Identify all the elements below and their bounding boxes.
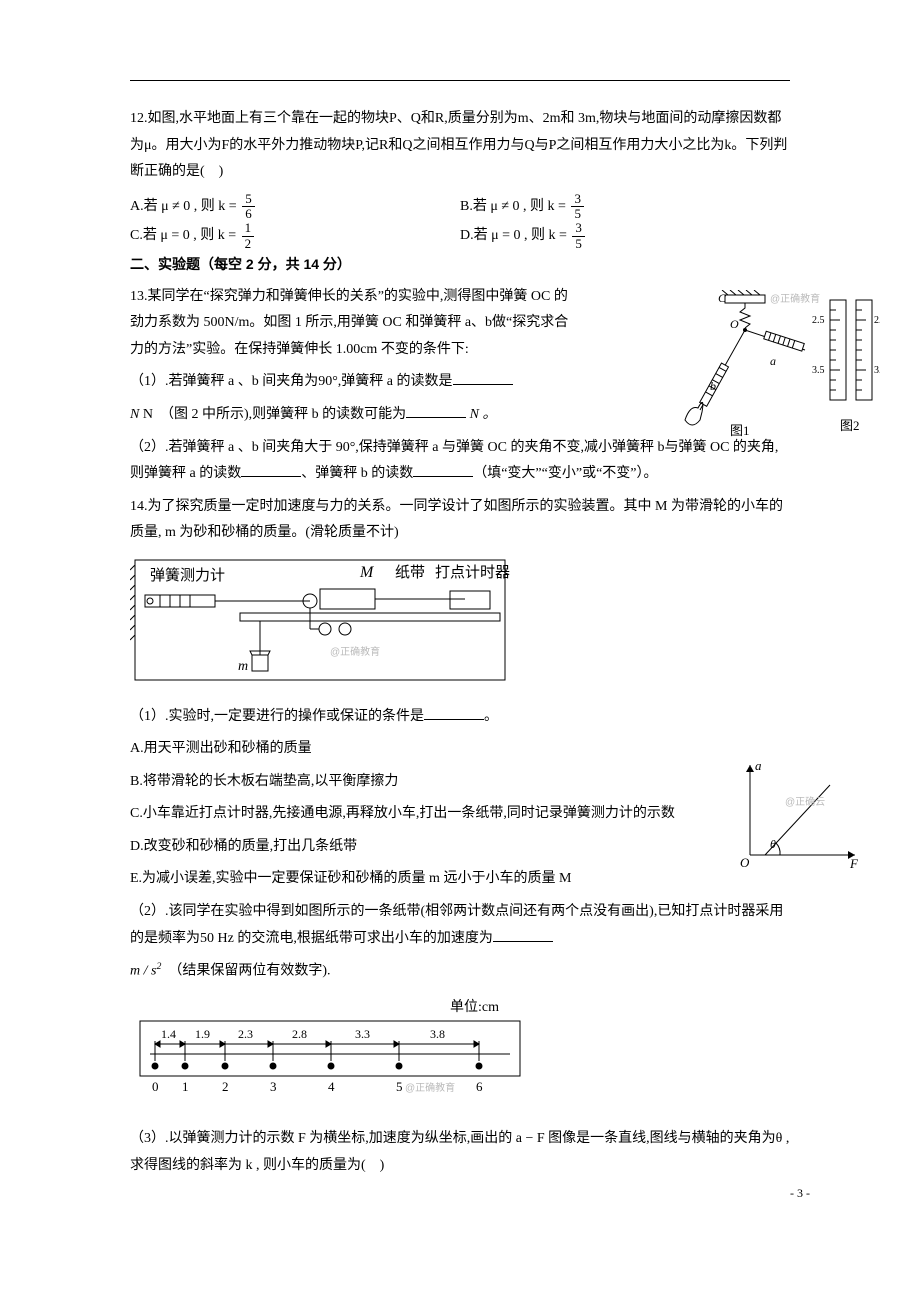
q14-optA: A.用天平测出砂和砂桶的质量: [130, 736, 790, 763]
q14-p2: （2）.该同学在实验中得到如图所示的一条纸带(相邻两计数点间还有两个点没有画出)…: [130, 899, 790, 952]
spring-label: 弹簧测力计: [150, 567, 225, 584]
q12-optA-pre: A.若 μ ≠ 0 , 则 k =: [130, 199, 240, 214]
timer-label: 打点计时器: [435, 564, 510, 581]
q13-p2: （2）.若弹簧秤 a 、b 间夹角大于 90°,保持弹簧秤 a 与弹簧 OC 的…: [130, 435, 790, 488]
top-rule: [130, 80, 790, 81]
q14-optC: C.小车靠近打点计时器,先接通电源,再释放小车,打出一条纸带,同时记录弹簧测力计…: [130, 801, 790, 828]
q14-unit-line: m / s2 （结果保留两位有效数字).: [130, 958, 790, 985]
d4: 2.8: [292, 1027, 307, 1041]
tape-watermark: @正确教育: [405, 1081, 455, 1094]
q12-optC-pre: C.若 μ = 0 , 则 k =: [130, 228, 240, 243]
q12-optC-den: 2: [242, 237, 255, 251]
q14-p3: （3）.以弹簧测力计的示数 F 为横坐标,加速度为纵坐标,画出的 a − F 图…: [130, 1126, 790, 1179]
M-label: M: [359, 564, 375, 581]
q13-N1: N: [130, 407, 139, 422]
r1-25: 2.5: [812, 315, 825, 326]
q14-apparatus-figure: 弹簧测力计 M 纸带 打点计时器: [130, 555, 790, 696]
graph-F: F: [849, 856, 859, 870]
q13-intro: 13.某同学在“探究弹力和弹簧伸长的关系”的实验中,测得图中弹簧 OC 的劲力系…: [130, 284, 575, 364]
q12-optA-num: 5: [242, 192, 255, 207]
q13-p1a: （1）.若弹簧秤 a 、b 间夹角为90°,弹簧秤 a 的读数是: [130, 374, 453, 389]
q12-optB-den: 5: [571, 207, 584, 221]
q14-p1: （1）.实验时,一定要进行的操作或保证的条件是 。: [130, 704, 790, 731]
q12-optB: B.若 μ ≠ 0 , 则 k = 35: [460, 192, 790, 222]
q13-a-label: a: [770, 354, 776, 368]
q13-C-label: C: [718, 291, 727, 305]
q13-fig1-label: 图1: [730, 423, 750, 438]
q13-p2b: 、弹簧秤 b 的读数: [301, 466, 413, 481]
t4: 4: [328, 1079, 335, 1094]
q12-optD-num: 3: [572, 221, 585, 236]
blank-6: [493, 927, 553, 942]
q13-p1c: N 。: [466, 407, 496, 422]
t0: 0: [152, 1079, 159, 1094]
d2: 1.9: [195, 1027, 210, 1041]
q12-optD-den: 5: [572, 237, 585, 251]
blank-1: [453, 370, 513, 385]
t5: 5: [396, 1079, 403, 1094]
q13-watermark: @正确教育: [770, 292, 820, 305]
ms2-note: （结果保留两位有效数字).: [161, 964, 330, 979]
q12-optD-frac: 35: [572, 221, 585, 251]
q14-optE: E.为减小误差,实验中一定要保证砂和砂桶的质量 m 远小于小车的质量 M: [130, 866, 790, 893]
q12-optC-num: 1: [242, 221, 255, 236]
q13-figure: C O a: [660, 290, 880, 440]
d1: 1.4: [161, 1027, 176, 1041]
blank-2: [406, 403, 466, 418]
graph-a: a: [755, 760, 762, 773]
q14-intro: 14.为了探究质量一定时加速度与力的关系。一同学设计了如图所示的实验装置。其中 …: [130, 494, 790, 547]
q14-graph-svg: a F O θ @正确云: [730, 760, 860, 870]
q13-svg: C O a: [660, 290, 880, 440]
t2: 2: [222, 1079, 229, 1094]
r1-35: 3.5: [812, 365, 825, 376]
q14-optB: B.将带滑轮的长木板右端垫高,以平衡摩擦力: [130, 769, 790, 796]
q14-graph: a F O θ @正确云: [730, 760, 860, 881]
q14-tape-svg: 单位:cm 1.4: [130, 996, 530, 1106]
q13-O-label: O: [730, 317, 739, 331]
q14-tape-figure: 单位:cm 1.4: [130, 996, 790, 1117]
blank-3: [241, 462, 301, 477]
q14-app-watermark: @正确教育: [330, 645, 380, 658]
q12-optB-num: 3: [571, 192, 584, 207]
graph-O: O: [740, 855, 750, 870]
q12-optD: D.若 μ = 0 , 则 k = 35: [460, 221, 790, 251]
m-label: m: [238, 659, 248, 674]
t6: 6: [476, 1079, 483, 1094]
q14-p2a: （2）.该同学在实验中得到如图所示的一条纸带(相邻两计数点间还有两个点没有画出)…: [130, 904, 783, 946]
q13-b-label: b: [710, 379, 716, 393]
d6: 3.8: [430, 1027, 445, 1041]
d3: 2.3: [238, 1027, 253, 1041]
d5: 3.3: [355, 1027, 370, 1041]
q13-p2c: （填“变大”“变小”或“不变”）。: [473, 466, 657, 481]
r2-25: 2.5: [874, 315, 880, 326]
q12-optA-den: 6: [242, 207, 255, 221]
q12-optB-frac: 35: [571, 192, 584, 222]
tape-label: 纸带: [395, 564, 425, 581]
r2-35: 3.5: [874, 365, 880, 376]
q14-p1a: （1）.实验时,一定要进行的操作或保证的条件是: [130, 709, 424, 724]
q12-optC-frac: 12: [242, 221, 255, 251]
t3: 3: [270, 1079, 277, 1094]
q12-optD-pre: D.若 μ = 0 , 则 k =: [460, 228, 570, 243]
tape-unit: 单位:cm: [450, 999, 499, 1015]
graph-watermark: @正确云: [785, 795, 825, 808]
q12-optA: A.若 μ ≠ 0 , 则 k = 56: [130, 192, 460, 222]
t1: 1: [182, 1079, 189, 1094]
q12-optB-pre: B.若 μ ≠ 0 , 则 k =: [460, 199, 569, 214]
q14-p1b: 。: [484, 709, 498, 724]
q13-p1b: N （图 2 中所示),则弹簧秤 b 的读数可能为: [143, 407, 406, 422]
q12-optA-frac: 56: [242, 192, 255, 222]
q14-apparatus-svg: 弹簧测力计 M 纸带 打点计时器: [130, 555, 510, 685]
blank-4: [413, 462, 473, 477]
section2-title: 二、实验题（每空 2 分，共 14 分）: [130, 251, 790, 278]
q13-fig2-label: 图2: [840, 418, 860, 433]
q14-optD: D.改变砂和砂桶的质量,打出几条纸带: [130, 834, 790, 861]
q12-optC: C.若 μ = 0 , 则 k = 12: [130, 221, 460, 251]
blank-5: [424, 705, 484, 720]
ms2-pre: m / s: [130, 964, 156, 979]
page-number: - 3 -: [790, 1182, 810, 1205]
q12-text: 12.如图,水平地面上有三个靠在一起的物块P、Q和R,质量分别为m、2m和 3m…: [130, 106, 790, 186]
q12-options: A.若 μ ≠ 0 , 则 k = 56 B.若 μ ≠ 0 , 则 k = 3…: [130, 192, 790, 251]
graph-theta: θ: [770, 837, 776, 851]
